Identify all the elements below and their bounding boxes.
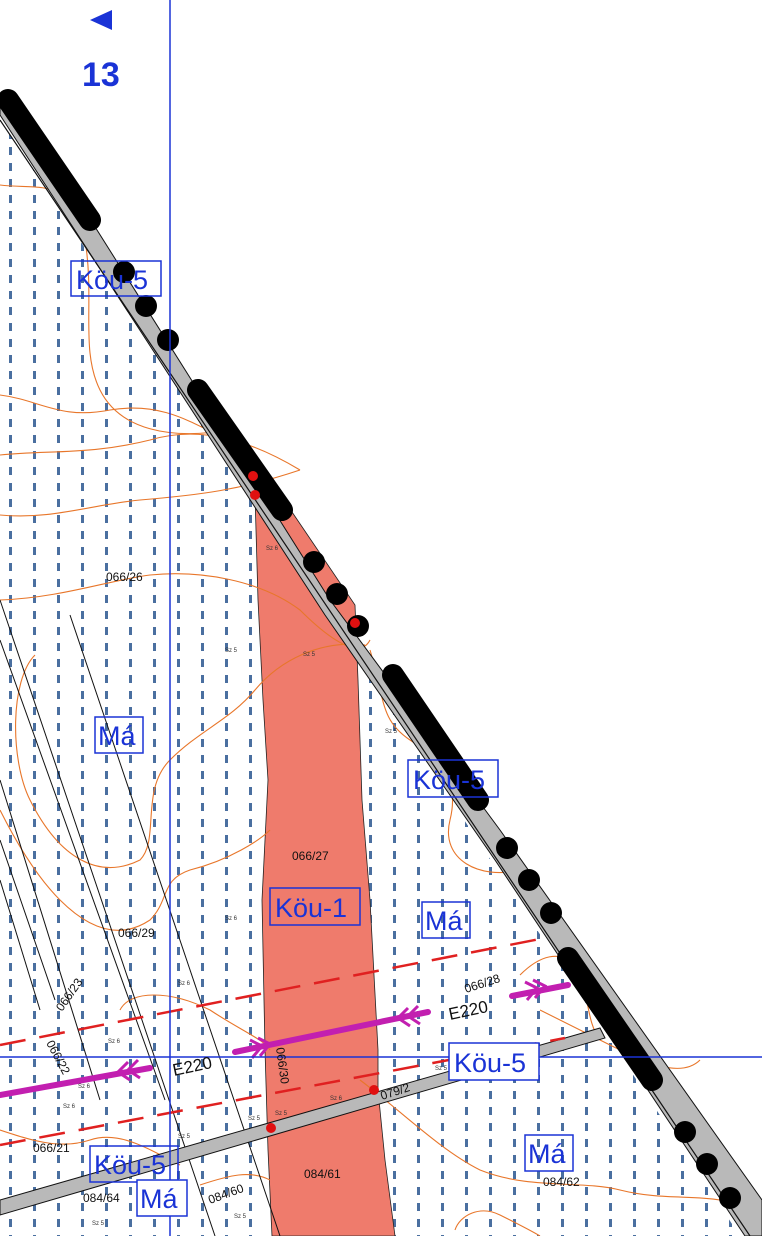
zone-label-kou5-c: Köu-5 xyxy=(448,1042,540,1081)
sz-mark: Sz 6 xyxy=(178,981,191,987)
powerline-arrows xyxy=(115,978,548,1082)
parcel-label-066-30: 066/30 xyxy=(273,1046,292,1085)
svg-text:Má: Má xyxy=(140,1184,178,1214)
parcel-label-066-21: 066/21 xyxy=(33,1141,70,1155)
svg-text:Köu-5: Köu-5 xyxy=(454,1048,526,1078)
svg-text:Köu-5: Köu-5 xyxy=(94,1150,166,1180)
svg-text:Köu-5: Köu-5 xyxy=(76,265,148,295)
svg-text:Köu-5: Köu-5 xyxy=(413,765,485,795)
sz-mark: Sz 6 xyxy=(63,1104,76,1110)
black-boundary-segments xyxy=(0,89,663,1091)
sz-mark: Sz 5 xyxy=(435,1066,448,1072)
svg-text:Köu-1: Köu-1 xyxy=(275,893,347,923)
sz-mark: Sz 6 xyxy=(330,1096,343,1102)
parcel-label-066-29: 066/29 xyxy=(118,926,155,940)
zone-label-ma-b: Má xyxy=(421,901,471,939)
zone-label-ma-d: Má xyxy=(524,1134,574,1172)
zone-label-ma-c: Má xyxy=(136,1179,188,1217)
svg-text:Má: Má xyxy=(425,906,463,936)
parcel-label-066-26: 066/26 xyxy=(106,570,143,584)
powerline-corridor-lines xyxy=(0,936,566,1147)
sheet-number: 13 xyxy=(82,56,120,94)
zone-label-kou5-d: Köu-5 xyxy=(89,1145,179,1183)
parcel-label-084-61: 084/61 xyxy=(304,1167,341,1181)
sz-mark: Sz 5 xyxy=(225,648,238,654)
zone-label-ma-a: Má xyxy=(94,716,144,754)
sz-mark: Sz 5 xyxy=(248,1116,261,1122)
svg-text:Má: Má xyxy=(528,1139,566,1169)
parcel-label-084-62: 084/62 xyxy=(543,1175,580,1189)
sz-mark: Sz 5 xyxy=(385,729,398,735)
sz-mark: Sz 5 xyxy=(178,1134,191,1140)
zone-label-kou1: Köu-1 xyxy=(269,887,361,926)
kou1-zone-area xyxy=(254,494,396,1236)
parcel-label-066-27: 066/27 xyxy=(292,849,329,863)
sz-mark: Sz 5 xyxy=(92,1221,105,1227)
zone-label-kou5-a: Köu-5 xyxy=(70,260,162,297)
sz-mark: Sz 6 xyxy=(225,916,238,922)
sz-mark: Sz 6 xyxy=(78,1084,91,1090)
sz-mark: Sz 6 xyxy=(108,1039,121,1045)
sz-mark: Sz 5 xyxy=(275,1111,288,1117)
sz-mark: Sz 6 xyxy=(266,546,279,552)
zone-label-kou5-b: Köu-5 xyxy=(407,759,499,798)
parcel-label-084-64: 084/64 xyxy=(83,1191,120,1205)
svg-text:Má: Má xyxy=(98,721,136,751)
sheet-arrow-icon xyxy=(90,10,112,30)
red-survey-points xyxy=(248,471,379,1133)
sz-mark: Sz 5 xyxy=(303,652,316,658)
sz-mark: Sz 5 xyxy=(234,1214,247,1220)
